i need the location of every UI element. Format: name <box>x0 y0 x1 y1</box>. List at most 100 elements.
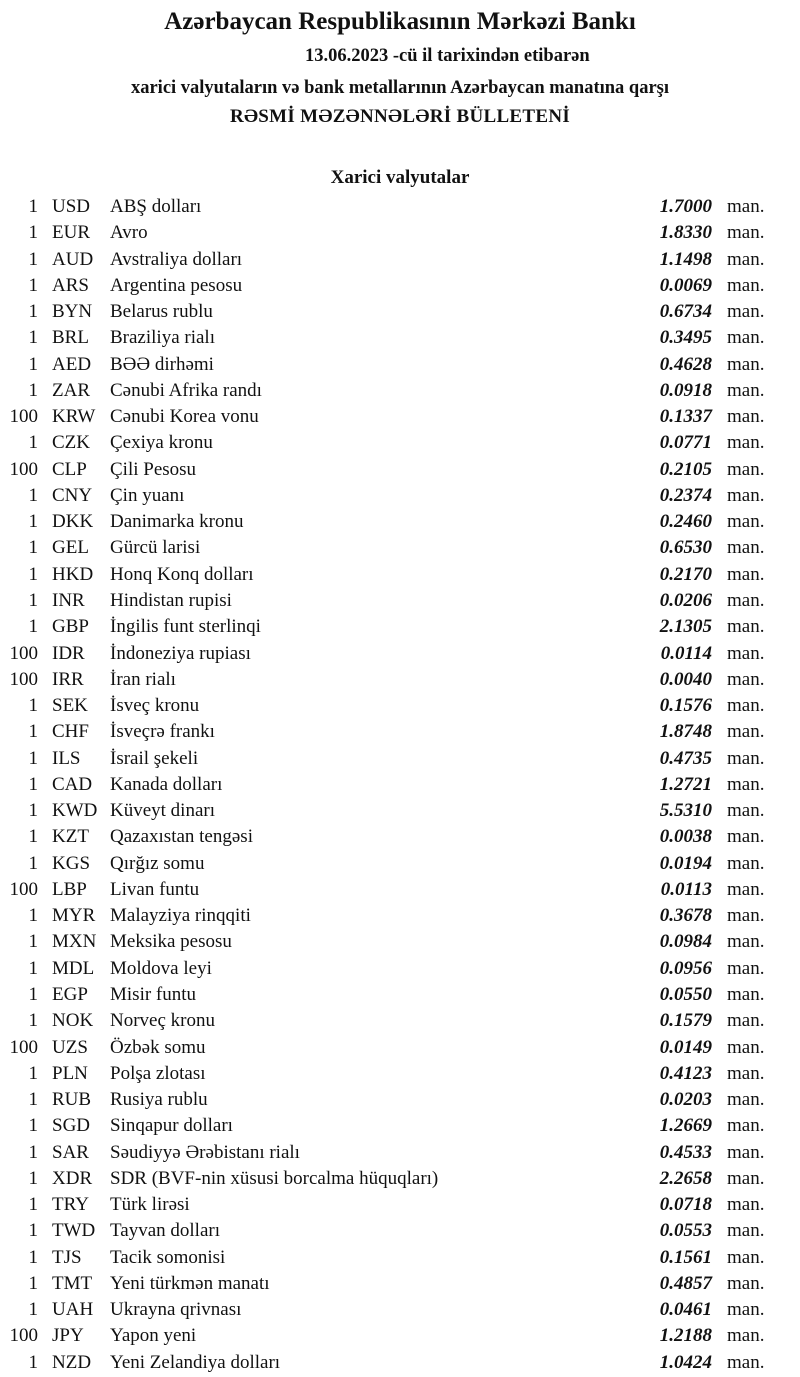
rate-unit: man. <box>727 248 765 270</box>
quantity: 1 <box>28 616 39 638</box>
currency-code: RUB <box>52 1089 92 1111</box>
currency-name: Malayziya rinqqiti <box>110 905 251 927</box>
rate-unit: man. <box>727 537 765 559</box>
quantity: 1 <box>28 905 39 927</box>
currency-name: Səudiyyə Ərəbistanı rialı <box>110 1141 300 1163</box>
rate-unit: man. <box>727 852 765 874</box>
currency-code: PLN <box>52 1062 88 1084</box>
quantity: 1 <box>28 1272 39 1294</box>
quantity: 1 <box>28 1062 39 1084</box>
rate-unit: man. <box>727 1246 765 1268</box>
currency-name: Yapon yeni <box>110 1325 197 1347</box>
currency-code: EUR <box>52 222 90 244</box>
currency-code: UZS <box>52 1036 88 1058</box>
rate-unit: man. <box>727 406 765 428</box>
currency-code: TMT <box>52 1272 93 1294</box>
rate-row-rub: 1 RUB Rusiya rublu 0.0203 man. <box>0 1087 800 1113</box>
currency-name: Hindistan rupisi <box>110 589 232 611</box>
currency-code: TRY <box>52 1194 89 1216</box>
currency-code: BRL <box>52 327 89 349</box>
rate-unit: man. <box>727 1325 765 1347</box>
rate-unit: man. <box>727 274 765 296</box>
rate-value: 0.1561 <box>659 1246 712 1268</box>
rate-unit: man. <box>727 773 765 795</box>
currency-code: MXN <box>52 931 97 953</box>
currency-name: Meksika pesosu <box>110 931 232 953</box>
rate-value: 2.1305 <box>659 616 712 638</box>
rate-value: 0.1576 <box>659 695 712 717</box>
rate-unit: man. <box>727 642 765 664</box>
rate-value: 0.4628 <box>659 353 712 375</box>
quantity: 1 <box>28 773 39 795</box>
rate-row-nzd: 1 NZD Yeni Zelandiya dolları 1.0424 man. <box>0 1350 800 1376</box>
quantity: 1 <box>28 957 39 979</box>
rate-value: 0.0114 <box>660 642 712 664</box>
rate-row-zar: 1 ZAR Cənubi Afrika randı 0.0918 man. <box>0 378 800 404</box>
currency-name: Honq Konq dolları <box>110 563 254 585</box>
rate-row-lbp: 100 LBP Livan funtu 0.0113 man. <box>0 877 800 903</box>
bulletin-title: RƏSMİ MƏZƏNNƏLƏRİ BÜLLETENİ <box>229 106 571 127</box>
rate-row-usd: 1 USD ABŞ dolları 1.7000 man. <box>0 194 800 220</box>
rate-row-sgd: 1 SGD Sinqapur dolları 1.2669 man. <box>0 1113 800 1139</box>
rate-value: 0.0038 <box>659 826 712 848</box>
rate-value: 0.0040 <box>659 668 712 690</box>
rate-unit: man. <box>727 1115 765 1137</box>
currency-code: KWD <box>52 800 98 822</box>
rate-row-tjs: 1 TJS Tacik somonisi 0.1561 man. <box>0 1245 800 1271</box>
quantity: 100 <box>9 1036 39 1058</box>
currency-code: TJS <box>52 1246 82 1268</box>
rate-row-kwd: 1 KWD Küveyt dinarı 5.5310 man. <box>0 798 800 824</box>
currency-name: Ukrayna qrivnası <box>110 1299 242 1321</box>
rate-value: 0.0149 <box>659 1036 712 1058</box>
currency-code: CZK <box>52 432 90 454</box>
rate-value: 1.2721 <box>659 773 712 795</box>
rate-value: 0.0984 <box>659 931 712 953</box>
currency-code: LBP <box>52 878 87 900</box>
rate-value: 0.2105 <box>659 458 712 480</box>
currency-code: TWD <box>52 1220 96 1242</box>
rate-unit: man. <box>727 1036 765 1058</box>
rate-value: 0.6734 <box>659 301 712 323</box>
quantity: 1 <box>28 721 39 743</box>
rate-value: 0.0203 <box>659 1089 712 1111</box>
currency-code: CLP <box>52 458 87 480</box>
rate-row-brl: 1 BRL Braziliya rialı 0.3495 man. <box>0 325 800 351</box>
rate-row-xdr: 1 XDR SDR (BVF-nin xüsusi borcalma hüquqla… <box>0 1166 800 1192</box>
rate-value: 0.1337 <box>659 406 712 428</box>
rate-value: 2.2658 <box>659 1167 712 1189</box>
rate-unit: man. <box>727 301 765 323</box>
quantity: 1 <box>28 826 39 848</box>
rate-row-nok: 1 NOK Norveç kronu 0.1579 man. <box>0 1008 800 1034</box>
quantity: 100 <box>9 642 39 664</box>
quantity: 1 <box>28 274 39 296</box>
rate-row-clp: 100 CLP Çili Pesosu 0.2105 man. <box>0 457 800 483</box>
currency-code: KZT <box>52 826 89 848</box>
currency-name: Cənubi Afrika randı <box>110 379 262 401</box>
quantity: 1 <box>28 1194 39 1216</box>
rate-unit: man. <box>727 1089 765 1111</box>
rate-value: 0.0194 <box>659 852 712 874</box>
currency-code: NOK <box>52 1010 94 1032</box>
currency-code: XDR <box>52 1167 93 1189</box>
rate-row-idr: 100 IDR İndoneziya rupiası 0.0114 man. <box>0 641 800 667</box>
rate-value: 1.1498 <box>659 248 712 270</box>
currency-name: Qırğız somu <box>110 852 205 874</box>
currency-name: Çin yuanı <box>110 484 185 506</box>
rate-row-kzt: 1 KZT Qazaxıstan tengəsi 0.0038 man. <box>0 824 800 850</box>
rate-unit: man. <box>727 353 765 375</box>
rate-value: 0.0956 <box>659 957 712 979</box>
currency-code: ARS <box>52 274 89 296</box>
rate-value: 0.6530 <box>659 537 712 559</box>
currency-code: IDR <box>52 642 85 664</box>
rate-value: 0.0113 <box>660 878 712 900</box>
rate-value: 0.1579 <box>659 1010 712 1032</box>
rate-unit: man. <box>727 1194 765 1216</box>
currency-name: Avro <box>110 222 148 244</box>
rate-unit: man. <box>727 1010 765 1032</box>
date-line: 13.06.2023 -cü il tarixindən etibarən <box>305 46 590 66</box>
rate-unit: man. <box>727 905 765 927</box>
quantity: 1 <box>28 1220 39 1242</box>
rate-unit: man. <box>727 931 765 953</box>
quantity: 1 <box>28 1141 39 1163</box>
rate-row-irr: 100 IRR İran rialı 0.0040 man. <box>0 667 800 693</box>
